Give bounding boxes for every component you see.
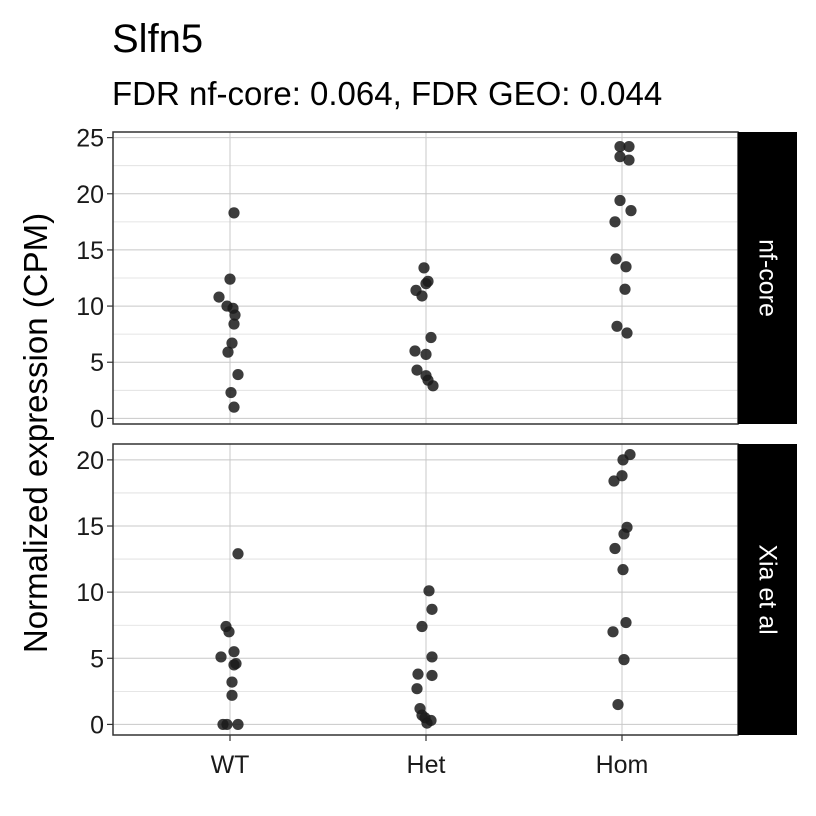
- x-tick-label: Hom: [596, 751, 649, 779]
- facet-strip: [738, 132, 797, 424]
- y-tick-label: 5: [90, 645, 104, 673]
- data-point: [232, 368, 244, 381]
- y-tick-label: 20: [76, 447, 104, 475]
- data-point: [409, 345, 421, 357]
- data-point: [609, 542, 621, 555]
- data-point: [229, 309, 241, 321]
- data-point: [213, 291, 225, 303]
- data-point: [225, 386, 237, 399]
- data-point: [232, 718, 244, 731]
- data-point: [623, 141, 635, 153]
- data-point: [421, 717, 433, 729]
- data-point: [617, 564, 629, 576]
- y-tick-label: 15: [76, 513, 104, 541]
- data-point: [618, 654, 630, 666]
- chart-subtitle: FDR nf-core: 0.064, FDR GEO: 0.044: [112, 75, 662, 112]
- data-point: [420, 278, 432, 290]
- facet-strip-label: Xia et al: [754, 544, 782, 634]
- data-point: [228, 207, 240, 219]
- chart-title: Slfn5: [112, 17, 203, 61]
- data-point: [215, 651, 227, 663]
- data-point: [228, 318, 240, 330]
- facet-strip-label: nf-core: [754, 239, 782, 317]
- data-point: [226, 676, 238, 688]
- data-point: [426, 603, 438, 615]
- y-tick-label: 25: [76, 125, 104, 153]
- data-point: [416, 620, 428, 633]
- data-point: [608, 475, 620, 487]
- x-tick-label: WT: [211, 751, 250, 779]
- data-point: [607, 626, 619, 638]
- data-point: [418, 262, 430, 274]
- data-point: [614, 194, 626, 207]
- data-point: [226, 689, 238, 701]
- data-point: [620, 616, 632, 629]
- facet-panels: 0 5 10 15 20 25 nf-core 0 5 10 15 20 Xia et al: [76, 125, 797, 739]
- data-point: [420, 348, 432, 360]
- y-tick-label: 5: [90, 349, 104, 377]
- data-point: [228, 659, 240, 671]
- data-point: [411, 364, 423, 376]
- data-point: [412, 668, 424, 680]
- data-point: [426, 651, 438, 663]
- y-tick-label: 0: [90, 405, 104, 433]
- data-point: [616, 470, 628, 482]
- data-point: [609, 216, 621, 228]
- facet-panel-1: 0 5 10 15 20 Xia et al: [76, 443, 797, 739]
- y-tick-label: 10: [76, 293, 104, 321]
- data-point: [619, 283, 631, 295]
- data-point: [623, 154, 635, 166]
- y-tick-label: 15: [76, 237, 104, 265]
- data-point: [426, 669, 438, 682]
- y-axis-title: Normalized expression (CPM): [17, 213, 54, 653]
- data-point: [416, 290, 428, 302]
- data-point: [621, 327, 633, 339]
- data-point: [618, 528, 630, 540]
- data-point: [228, 646, 240, 658]
- data-point: [610, 253, 622, 265]
- facet-panel-0: 0 5 10 15 20 25 nf-core: [76, 125, 797, 433]
- data-point: [232, 548, 244, 560]
- data-point: [614, 151, 626, 163]
- data-point: [228, 401, 240, 413]
- facet-strip: [738, 444, 797, 735]
- data-point: [222, 346, 234, 358]
- x-axis: WT Het Hom: [211, 735, 649, 779]
- data-point: [617, 454, 629, 466]
- data-point: [427, 380, 439, 392]
- y-tick-label: 20: [76, 181, 104, 209]
- data-point: [224, 273, 236, 285]
- data-point: [611, 320, 623, 332]
- data-point: [223, 626, 235, 638]
- y-tick-label: 10: [76, 579, 104, 607]
- data-point: [625, 205, 637, 217]
- data-point: [411, 683, 423, 695]
- data-point: [425, 331, 437, 344]
- y-tick-label: 0: [90, 711, 104, 739]
- data-point: [614, 141, 626, 153]
- data-point: [612, 698, 624, 711]
- data-point: [221, 718, 233, 731]
- data-point: [620, 261, 632, 273]
- data-point: [226, 337, 238, 349]
- x-tick-label: Het: [407, 751, 446, 779]
- data-point: [423, 585, 435, 597]
